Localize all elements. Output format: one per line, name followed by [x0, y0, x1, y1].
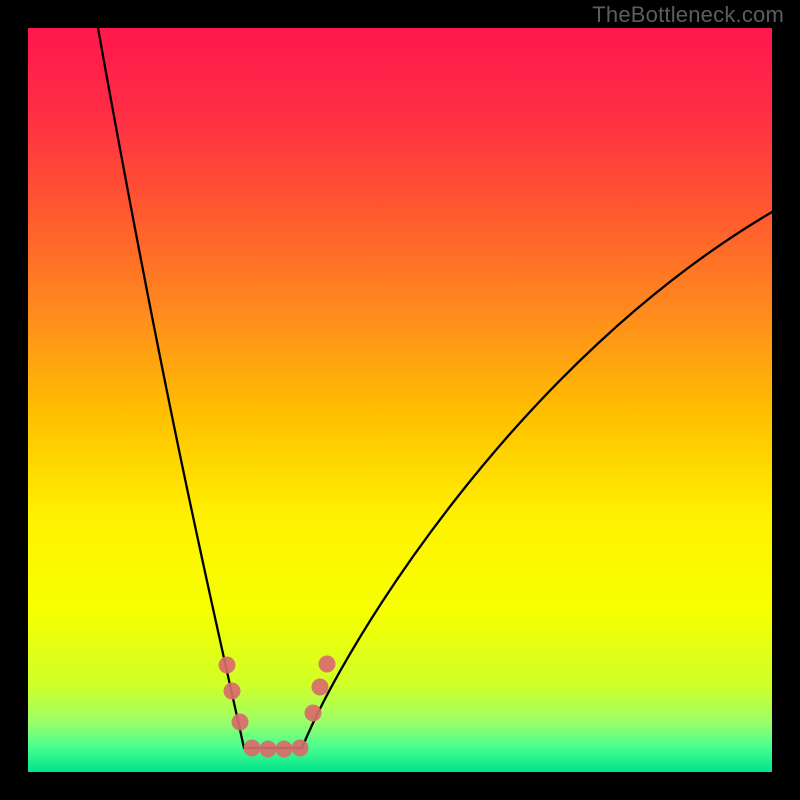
- curve-marker: [305, 705, 322, 722]
- curve-marker: [244, 740, 261, 757]
- curve-marker: [224, 683, 241, 700]
- curve-marker: [219, 657, 236, 674]
- chart-stage: TheBottleneck.com: [0, 0, 800, 800]
- curve-marker: [292, 740, 309, 757]
- curve-marker: [319, 656, 336, 673]
- gradient-panel: [28, 28, 772, 772]
- curve-marker: [276, 741, 293, 758]
- chart-svg: [0, 0, 800, 800]
- curve-marker: [312, 679, 329, 696]
- curve-marker: [260, 741, 277, 758]
- watermark-text: TheBottleneck.com: [592, 2, 784, 28]
- curve-marker: [232, 714, 249, 731]
